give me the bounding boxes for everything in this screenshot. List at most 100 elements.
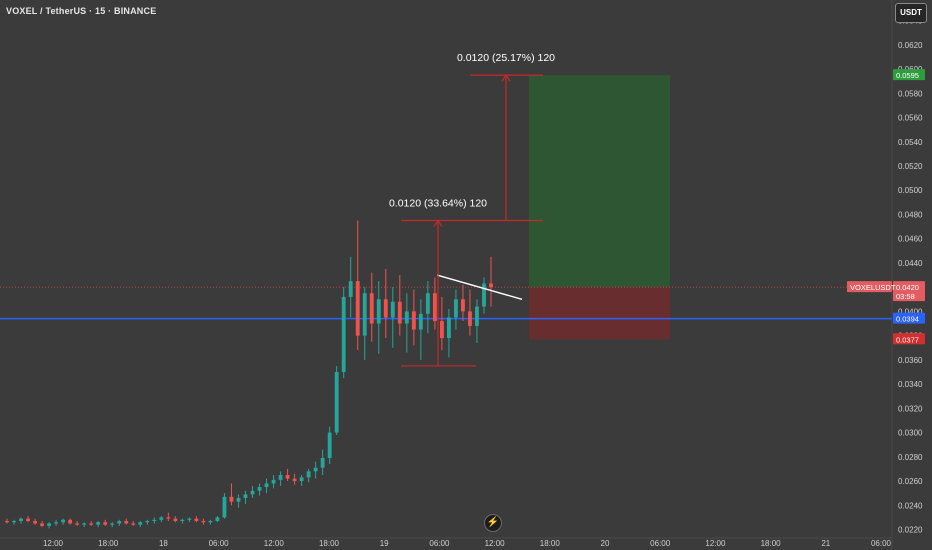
lightning-icon[interactable]: ⚡ — [484, 514, 502, 532]
x-tick-label: 12:00 — [43, 539, 64, 548]
candle-body — [278, 474, 283, 480]
candle-body — [461, 299, 465, 312]
candle-body — [33, 521, 37, 524]
candle-body — [110, 523, 115, 525]
x-tick-label: 06:00 — [429, 539, 450, 548]
candle-body — [439, 321, 444, 339]
candle-body — [320, 458, 325, 468]
candle-body — [306, 471, 311, 478]
candle-body — [432, 293, 437, 322]
y-tick-label: 0.0400 — [898, 307, 923, 316]
x-tick-label: 20 — [601, 539, 610, 548]
candle-body — [173, 518, 178, 522]
candle-body — [152, 519, 157, 522]
x-tick-label: 06:00 — [209, 539, 230, 548]
y-tick-label: 0.0340 — [898, 380, 923, 389]
candle-body — [285, 474, 290, 479]
candle-body — [54, 522, 59, 524]
y-tick-label: 0.0320 — [898, 404, 923, 413]
candle-body — [12, 521, 16, 523]
y-tick-label: 0.0280 — [898, 453, 923, 462]
x-tick-label: 18:00 — [319, 539, 340, 548]
x-tick-label: 18:00 — [761, 539, 782, 548]
support-price-tag-bg — [893, 312, 925, 324]
x-tick-label: 06:00 — [871, 539, 892, 548]
y-tick-label: 0.0620 — [898, 41, 923, 50]
y-tick-label: 0.0440 — [898, 259, 923, 268]
support-price-tag: 0.0394 — [896, 315, 919, 324]
candle-body — [96, 522, 101, 525]
y-tick-label: 0.0260 — [898, 477, 923, 486]
x-tick-label: 19 — [380, 539, 389, 548]
stop-zone — [529, 287, 670, 340]
candle-body — [124, 521, 129, 524]
candle-body — [468, 311, 472, 326]
candle-body — [257, 487, 262, 491]
candle-body — [145, 521, 150, 523]
candle-body — [397, 301, 402, 324]
candle-body — [208, 521, 213, 523]
y-tick-label: 0.0300 — [898, 429, 923, 438]
x-tick-label: 12:00 — [264, 539, 285, 548]
x-tick-label: 12:00 — [705, 539, 726, 548]
candle-body — [166, 517, 171, 519]
x-tick-label: 06:00 — [650, 539, 671, 548]
candle-body — [453, 299, 458, 318]
candle-body — [201, 521, 206, 523]
last-price-value: 0.0420 — [896, 283, 919, 292]
candle-body — [489, 283, 493, 288]
y-tick-label: 0.0240 — [898, 501, 923, 510]
x-tick-label: 12:00 — [485, 539, 506, 548]
candle-body — [475, 306, 479, 326]
target-zone — [529, 75, 670, 288]
y-tick-label: 0.0360 — [898, 356, 923, 365]
candle-body — [243, 494, 248, 499]
candle-body — [418, 313, 423, 330]
y-tick-label: 0.0460 — [898, 235, 923, 244]
target-price-tag: 0.0595 — [896, 71, 919, 80]
target-price-tag-bg — [893, 69, 925, 81]
candle-body — [159, 517, 164, 520]
candle-body — [131, 523, 136, 525]
candle-body — [117, 521, 122, 524]
candle-body — [194, 518, 199, 522]
candle-body — [376, 299, 381, 324]
candle-body — [61, 519, 66, 523]
candle-body — [103, 522, 108, 525]
symbol-tag: VOXELUSDT — [850, 283, 896, 292]
candle-body — [89, 523, 94, 525]
candle-body — [229, 496, 234, 502]
candle-body — [236, 498, 241, 502]
candle-body — [292, 478, 297, 482]
candle-body — [327, 432, 332, 459]
candle-body — [299, 477, 304, 482]
y-tick-label: 0.0220 — [898, 526, 923, 535]
candle-body — [138, 522, 143, 525]
candle-body — [482, 283, 486, 307]
measure-2-arrow — [501, 74, 511, 82]
y-tick-label: 0.0540 — [898, 138, 923, 147]
x-tick-label: 18:00 — [98, 539, 119, 548]
candle-body — [369, 293, 374, 324]
candle-body — [215, 517, 220, 522]
y-tick-label: 0.0520 — [898, 162, 923, 171]
y-tick-label: 0.0480 — [898, 210, 923, 219]
candle-body — [348, 281, 353, 297]
candle-body — [355, 281, 360, 336]
candle-body — [75, 523, 80, 525]
x-tick-label: 21 — [821, 539, 830, 548]
last-price-tag-bg — [893, 281, 925, 302]
candle-body — [362, 293, 367, 336]
symbol-tag-bg — [847, 281, 892, 293]
measure-1-arrow — [433, 219, 443, 227]
candle-body — [180, 519, 185, 522]
candle-body — [446, 317, 451, 339]
stop-price-tag: 0.0377 — [896, 335, 919, 344]
chart-title[interactable]: VOXEL / TetherUS · 15 · BINANCE — [6, 6, 157, 16]
y-tick-label: 0.0580 — [898, 89, 923, 98]
candle-body — [383, 299, 388, 318]
candle-body — [271, 479, 276, 484]
trendline — [436, 274, 523, 300]
currency-button[interactable]: USDT — [895, 3, 927, 23]
